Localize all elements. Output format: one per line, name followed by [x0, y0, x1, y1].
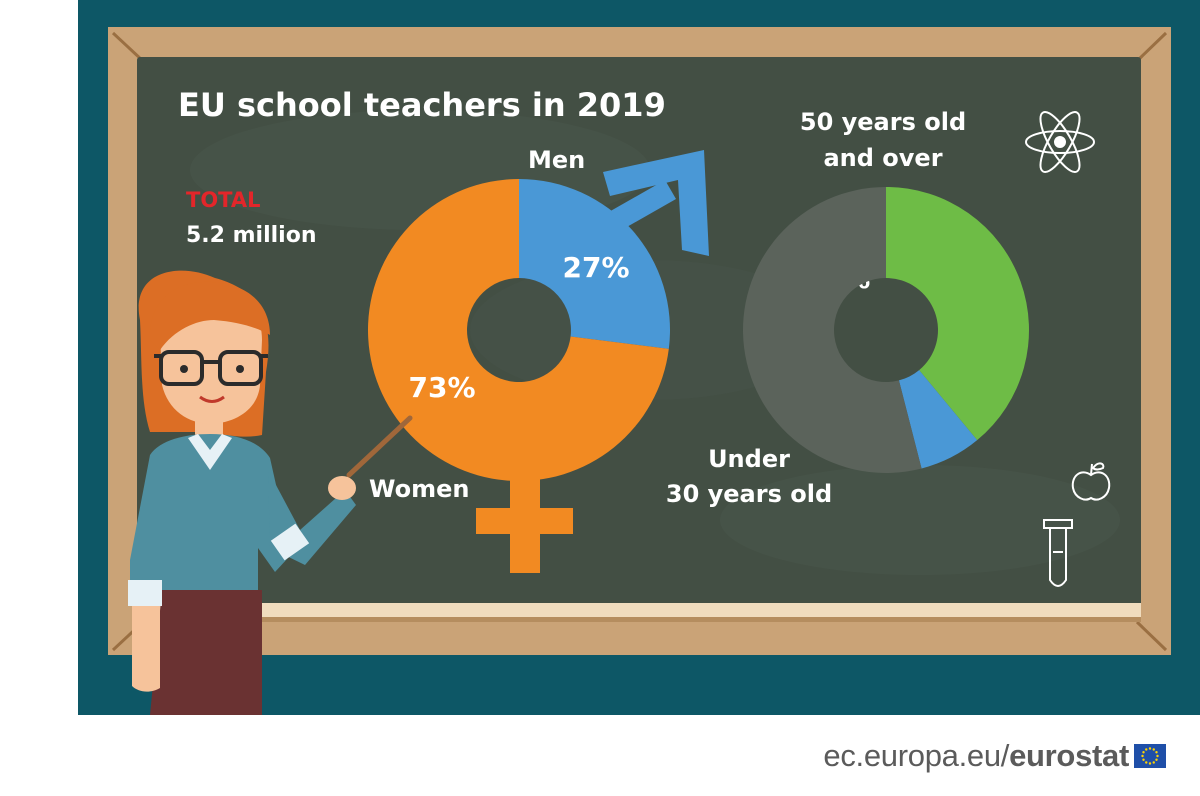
- test-tube-icon: [1043, 519, 1073, 587]
- over50-label-line1: 50 years old: [800, 108, 966, 136]
- cuff: [270, 523, 310, 561]
- footer: ec.europa.eu/eurostat: [823, 736, 1166, 776]
- chalk-tray-shadow: [137, 617, 1141, 622]
- sweater: [130, 434, 300, 600]
- gender-donut: 27% 73%: [367, 179, 670, 482]
- eu-flag-icon: [1134, 744, 1166, 768]
- teacher-illustration: [128, 270, 413, 715]
- donut-slice-under-30-years-old: [898, 370, 978, 469]
- chart-title: EU school teachers in 2019: [178, 86, 666, 124]
- eu-star: [1142, 758, 1145, 761]
- atom-icon: [1025, 111, 1095, 173]
- eu-star: [1155, 751, 1158, 754]
- collar: [188, 434, 232, 470]
- glasses-icon: [154, 350, 268, 386]
- hand: [132, 606, 160, 692]
- skirt: [150, 590, 262, 715]
- under30-label-line2: 30 years old: [666, 480, 832, 508]
- hair-bangs: [149, 281, 270, 350]
- frame-corner-line: [1135, 31, 1168, 63]
- mouth: [199, 395, 225, 403]
- under30-label-line1: Under: [708, 445, 790, 473]
- donut-slice-women: [367, 179, 669, 482]
- over50-label-line2: and over: [823, 144, 942, 172]
- eu-star: [1152, 748, 1155, 751]
- eu-star: [1141, 754, 1144, 758]
- eu-star: [1156, 754, 1159, 758]
- eu-star: [1148, 762, 1152, 765]
- female-symbol: [476, 470, 573, 573]
- eu-star: [1152, 761, 1155, 764]
- men-label: Men: [528, 146, 585, 174]
- data-label-men: 27%: [562, 251, 629, 284]
- eu-star: [1145, 748, 1148, 751]
- apple-icon: [1071, 462, 1111, 501]
- chalk-smudge: [720, 465, 1120, 575]
- donut-slice-men: [519, 179, 670, 349]
- eye: [180, 365, 188, 373]
- data-label-women: 73%: [408, 371, 475, 404]
- total-value: 5.2 million: [186, 223, 317, 248]
- hand: [328, 476, 356, 500]
- footer-brand[interactable]: eurostat: [1009, 738, 1129, 773]
- eye: [236, 365, 244, 373]
- chalk-tray: [137, 603, 1141, 618]
- footer-url[interactable]: ec.europa.eu/: [823, 738, 1010, 773]
- total-label: TOTAL: [186, 188, 261, 212]
- cuff: [128, 580, 162, 606]
- donut-slice-other-ages: [743, 187, 922, 474]
- eu-star: [1142, 751, 1145, 754]
- eu-star: [1155, 758, 1158, 761]
- eu-star: [1145, 761, 1148, 764]
- donut-slice-50-years-old-and-over: [886, 187, 1029, 441]
- frame-corner-line: [111, 31, 145, 63]
- women-label: Women: [369, 475, 469, 503]
- eu-star: [1148, 747, 1152, 750]
- age-donut: 39%7%: [743, 187, 1029, 474]
- pointer-stick: [346, 415, 413, 478]
- frame-corner-line: [1135, 620, 1168, 652]
